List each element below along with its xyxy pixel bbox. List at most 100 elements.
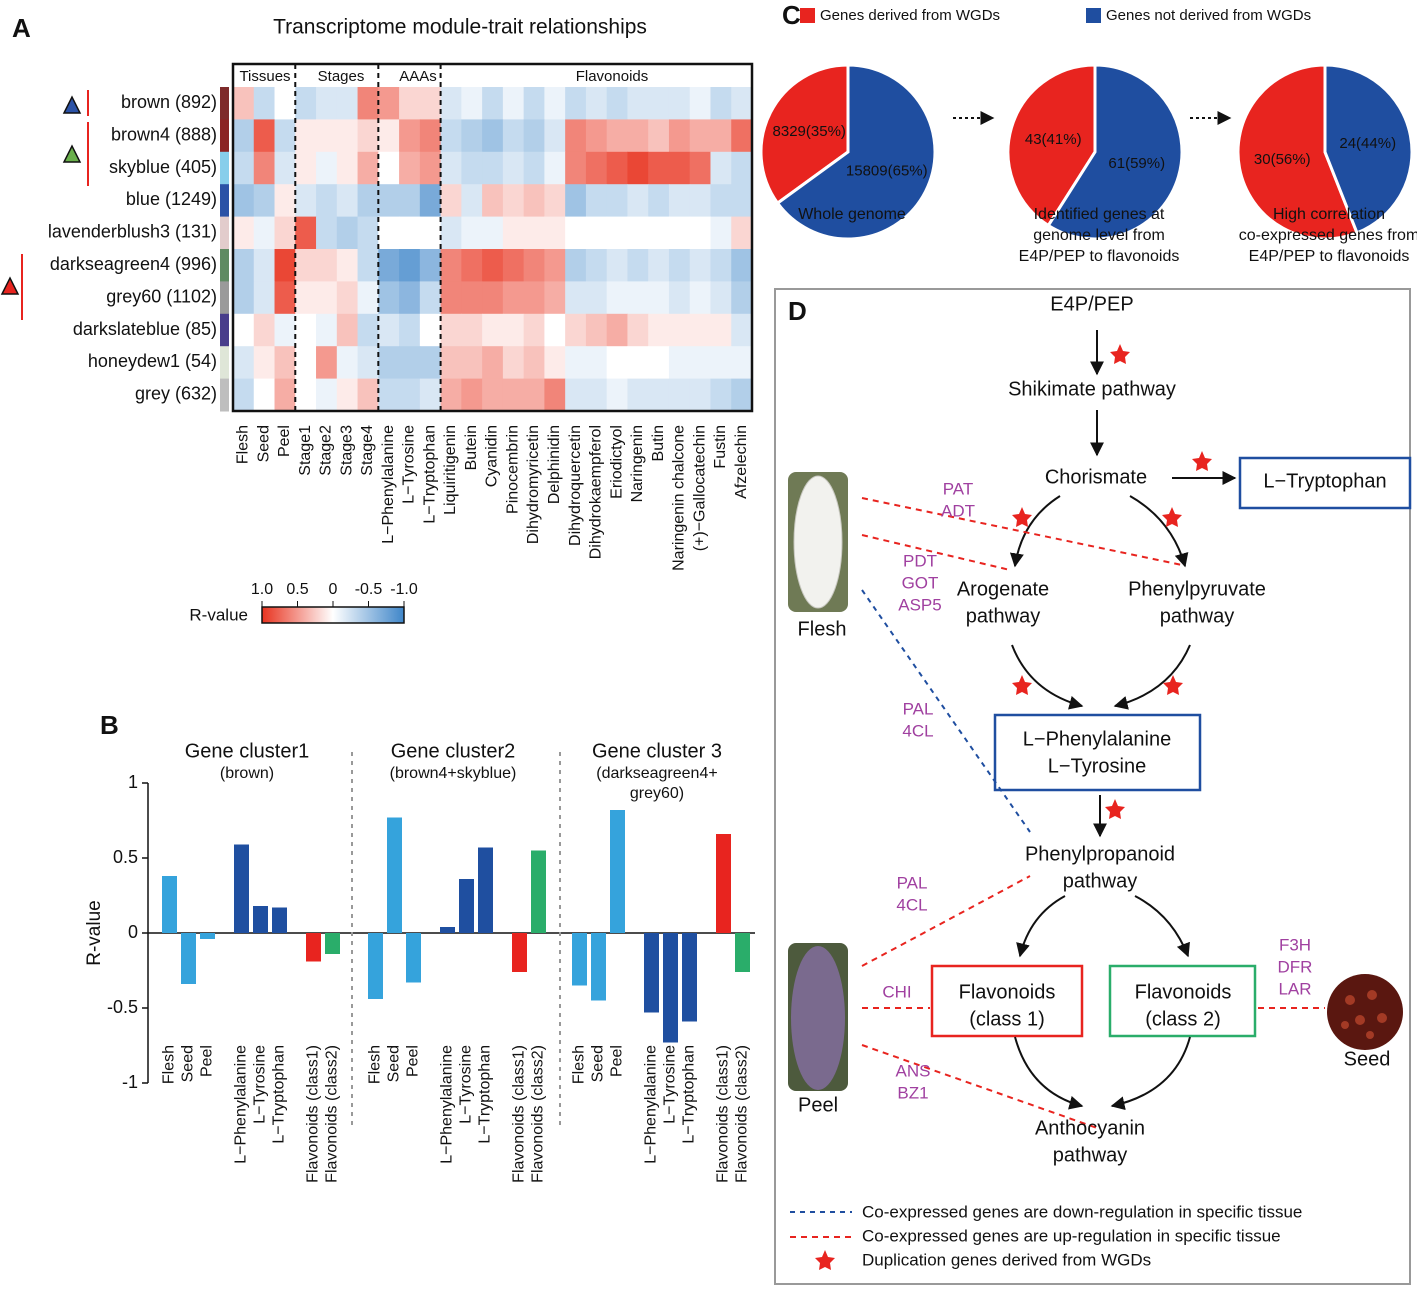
column-label: Dihydrokaempferol	[588, 425, 605, 559]
pie-caption: genome level from	[1033, 227, 1165, 244]
heatmap-cell	[399, 378, 421, 412]
tissue-photos	[788, 472, 1403, 1091]
heatmap-cell	[399, 119, 421, 153]
enzyme-label: GOT	[902, 573, 939, 592]
heatmap-cell	[627, 378, 649, 412]
heatmap-cell	[627, 346, 649, 380]
heatmap-cell	[668, 249, 691, 282]
enzyme-label: LAR	[1278, 979, 1311, 998]
heatmap-cell	[565, 313, 587, 347]
legend-label: Co-expressed genes are down-regulation i…	[862, 1202, 1302, 1221]
legend-swatch	[1086, 8, 1101, 23]
column-label: Fustin	[712, 425, 729, 469]
enzyme-label: F3H	[1279, 935, 1311, 954]
x-tick-label: L−Tyrosine	[662, 1045, 679, 1124]
heatmap-cell	[544, 249, 566, 282]
row-color	[220, 249, 229, 282]
heatmap-cell	[668, 216, 691, 250]
heatmap-cell	[295, 281, 317, 315]
legend-label: Duplication genes derived from WGDs	[862, 1250, 1151, 1269]
heatmap-cell	[295, 87, 317, 120]
heatmap-cell	[274, 119, 296, 153]
heatmap-cell	[316, 346, 338, 380]
heatmap-cell	[378, 119, 400, 153]
heatmap-cell	[482, 119, 504, 153]
heatmap-cell	[668, 313, 691, 347]
heatmap-cell	[482, 216, 504, 250]
heatmap-cell	[233, 346, 255, 380]
row-color	[220, 87, 229, 120]
bar	[406, 933, 421, 983]
x-tick-label: L−Tyrosine	[458, 1045, 475, 1124]
heatmap-cell	[710, 281, 732, 315]
heatmap-cell	[419, 346, 442, 380]
heatmap-cell	[253, 151, 276, 185]
bar	[735, 933, 750, 972]
column-group-label: Flavonoids	[576, 68, 649, 85]
heatmap-cell	[544, 281, 566, 315]
pathway-node: Chorismate	[1045, 466, 1147, 488]
heatmap-cell	[689, 378, 711, 412]
panel-label: C	[782, 0, 801, 30]
heatmap-cell	[606, 87, 628, 120]
bar	[306, 933, 321, 962]
heatmap-cell	[295, 216, 317, 250]
bar	[663, 933, 678, 1043]
heatmap-cell	[419, 378, 442, 412]
y-axis-label: R-value	[84, 900, 105, 965]
pie-caption: E4P/PEP to flavonoids	[1019, 248, 1180, 265]
heatmap-cell	[565, 151, 587, 185]
chart-title: Transcriptome module-trait relationships	[273, 16, 647, 39]
heatmap-cell	[523, 87, 545, 120]
heatmap-cell	[336, 151, 359, 185]
heatmap-cell	[585, 151, 608, 185]
heatmap-cell	[502, 151, 525, 185]
x-tick-label: Flavonoids (class2)	[324, 1045, 341, 1183]
bar	[591, 933, 606, 1001]
heatmap-cell	[544, 119, 566, 153]
column-label: Cyanidin	[484, 425, 501, 487]
pathway-node: Flavonoids	[959, 981, 1056, 1003]
tissue-label: Flesh	[798, 618, 847, 640]
row-label: brown (892)	[121, 92, 217, 112]
heatmap-cell	[544, 216, 566, 250]
heatmap-cell	[731, 249, 753, 282]
column-label: (+)−Gallocatechin	[691, 425, 708, 551]
heatmap-cell	[544, 151, 566, 185]
heatmap-cell	[710, 346, 732, 380]
heatmap-cell	[482, 313, 504, 347]
legend-label: Genes not derived from WGDs	[1106, 7, 1311, 24]
heatmap-cell	[668, 151, 691, 185]
x-tick-label: Peel	[199, 1045, 216, 1077]
heatmap-cell	[274, 249, 296, 282]
y-tick-label: 0.5	[113, 847, 138, 867]
heatmap-cell	[440, 119, 462, 153]
heatmap-cell	[710, 378, 732, 412]
pathway-node: Shikimate pathway	[1008, 378, 1176, 400]
heatmap-cell	[274, 184, 296, 218]
pathway-node: pathway	[966, 605, 1041, 627]
heatmap-cell	[585, 87, 608, 120]
heatmap-cell	[585, 184, 608, 218]
x-tick-label: Flavonoids (class1)	[305, 1045, 322, 1183]
heatmap-cell	[731, 378, 753, 412]
heatmap-cell	[648, 184, 670, 218]
heatmap-cell	[668, 378, 691, 412]
bar	[512, 933, 527, 972]
bar	[387, 817, 402, 933]
heatmap-cell	[461, 151, 483, 185]
pie-value-label: 15809(65%)	[846, 163, 928, 180]
heatmap-cell	[336, 216, 359, 250]
heatmap-cell	[502, 216, 525, 250]
group-title: (brown4+skyblue)	[390, 765, 517, 782]
heatmap-cell	[710, 119, 732, 153]
heatmap-cell	[357, 216, 379, 250]
heatmap-cell	[316, 378, 338, 412]
heatmap-cell	[606, 346, 628, 380]
heatmap-cell	[648, 249, 670, 282]
heatmap-cell	[565, 87, 587, 120]
heatmap-cell	[648, 313, 670, 347]
heatmap-cell	[523, 151, 545, 185]
heatmap-cell	[668, 281, 691, 315]
